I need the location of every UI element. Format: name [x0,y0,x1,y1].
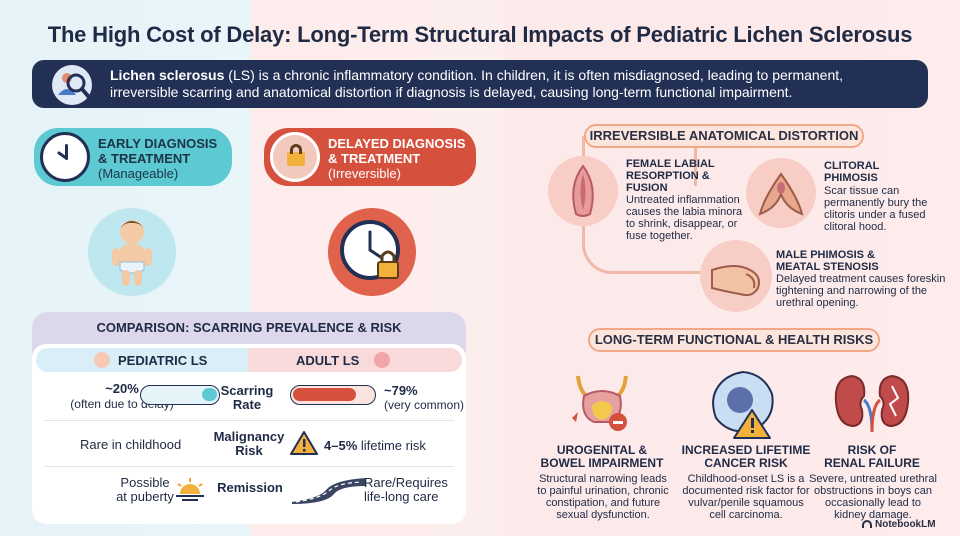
adult-scar-note: (very common) [384,398,465,412]
anatomy-1-heading: CLITORAL PHIMOSIS [824,160,880,184]
early-line3: (Manageable) [98,166,179,181]
brand-watermark: NotebookLM [862,519,936,530]
bladder-icon [566,366,638,438]
ped-remission-2: at puberty [116,489,174,504]
delayed-line3: (Irreversible) [328,166,401,181]
anatomy-0-body: Untreated inflammation causes the labia m… [626,194,743,242]
ped-scar-bar [140,385,220,405]
clock-lock-illustration [328,208,416,296]
intro-rest: (LS) is a chronic inflammatory condition… [224,67,844,83]
sunrise-icon [174,476,206,502]
anatomy-2-body: Delayed treatment causes foreskin tighten… [776,273,946,309]
anatomy-section-title: IRREVERSIBLE ANATOMICAL DISTORTION [584,124,864,148]
pediatric-header-label: PEDIATRIC LS [118,353,208,368]
kidney-icon [830,370,914,436]
anatomy-1-body: Scar tissue can permanently bury the clito… [824,185,928,233]
adult-remission-2: life-long care [364,489,439,504]
anatomy-0-heading: FEMALE LABIAL RESORPTION & FUSION [626,158,715,194]
adult-malignancy-value: 4–5% [324,438,358,453]
risk-1-body: Childhood-onset LS is a documented risk f… [682,473,810,521]
vulva-illustration [548,156,618,226]
early-line1: EARLY DIAGNOSIS [98,136,218,151]
child-illustration [88,208,176,296]
divider [44,420,454,421]
anatomy-2-heading: MALE PHIMOSIS & MEATAL STENOSIS [776,249,879,273]
early-line2: & TREATMENT [98,151,191,166]
clitoral-illustration [746,158,816,228]
scar-label-1: Scarring [220,383,274,398]
adult-header: ADULT LS [248,348,462,372]
malignancy-label-2: Risk [235,443,263,458]
scar-label-2: Rate [232,397,262,412]
delayed-diagnosis-pill: DELAYED DIAGNOSIS & TREATMENT (Irreversi… [264,128,476,186]
risk-1-heading: INCREASED LIFETIME CANCER RISK [681,443,811,470]
malignancy-label-1: Malignancy [213,429,285,444]
adult-scar-bar [290,385,376,405]
remission-label: Remission [217,480,283,495]
delayed-line1: DELAYED DIAGNOSIS [328,136,466,151]
brand-logo-icon [862,520,872,528]
ped-remission-1: Possible [120,475,170,490]
intro-term: Lichen sclerosus [110,67,225,83]
early-diagnosis-pill: EARLY DIAGNOSIS & TREATMENT (Manageable) [34,128,232,186]
delayed-line2: & TREATMENT [328,151,421,166]
warning-icon [290,430,318,456]
clock-icon [40,132,90,182]
risks-section-title: LONG-TERM FUNCTIONAL & HEALTH RISKS [588,328,880,352]
intro-line-1: Lichen sclerosus (LS) is a chronic infla… [110,67,912,84]
comparison-title: COMPARISON: SCARRING PREVALENCE & RISK [96,320,402,335]
bandage-icon [370,348,394,372]
risk-2-heading: RISK OF RENAL FAILURE [824,443,920,470]
intro-line-2: irreversible scarring and anatomical dis… [110,84,793,100]
adult-header-label: ADULT LS [296,353,360,368]
divider [44,466,454,467]
pediatric-header: PEDIATRIC LS [36,348,248,372]
risk-2-body: Severe, untreated urethral obstructions i… [809,473,937,521]
connector-line [694,136,697,186]
cell-warning-icon [706,366,780,440]
brand-label: NotebookLM [875,519,936,530]
bandage-icon [90,348,114,372]
comparison-card [32,344,466,524]
adult-malignancy: 4–5% lifetime risk [324,438,426,453]
winding-road-icon [290,474,368,504]
adult-malignancy-rest: lifetime risk [357,438,426,453]
adult-scar-value: ~79% [384,383,418,398]
page-title: The High Cost of Delay: Long-Term Struct… [47,22,913,47]
ped-scar-value: ~20% [105,381,139,396]
ped-malignancy: Rare in childhood [80,437,182,452]
doctor-magnifier-icon [52,65,92,105]
risk-0-heading: UROGENITAL & BOWEL IMPAIRMENT [540,443,664,470]
penis-illustration [700,240,772,312]
intro-banner: Lichen sclerosus (LS) is a chronic infla… [32,60,928,108]
adult-remission-1: Rare/Requires [364,475,448,490]
lock-clock-icon [270,132,320,182]
risk-0-body: Structural narrowing leads to painful uri… [537,473,669,521]
